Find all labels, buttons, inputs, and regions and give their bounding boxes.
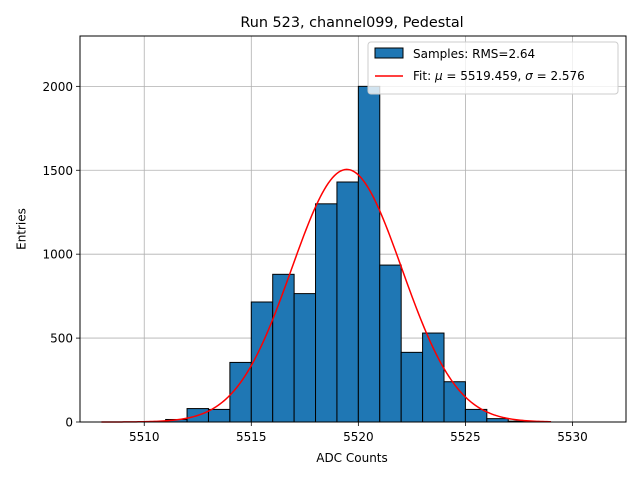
x-tick-label: 5515	[236, 430, 267, 444]
y-tick-label: 2000	[42, 80, 73, 94]
legend-bar-swatch	[374, 47, 404, 59]
legend-fit-label: Fit: μ = 5519.459, σ = 2.576	[413, 69, 585, 83]
plot-frame	[79, 35, 627, 423]
histogram-bar	[207, 408, 231, 423]
chart-title: Run 523, channel099, Pedestal	[240, 15, 463, 31]
fit-curve	[101, 168, 552, 423]
legend-fit-sigma-value: = 2.576	[533, 69, 585, 83]
y-tick-label: 0	[65, 416, 73, 430]
histogram-bar	[486, 418, 509, 423]
legend-fit-mu-value: = 5519.459,	[443, 69, 526, 83]
histogram-bar	[272, 273, 295, 423]
y-tick-label: 500	[50, 332, 73, 346]
legend-fit-sigma-symbol: σ	[525, 69, 533, 83]
histogram-bar	[336, 181, 359, 423]
x-axis-label: ADC Counts	[316, 451, 388, 465]
histogram-bar	[443, 381, 466, 423]
legend-fit-mu-symbol: μ	[434, 69, 443, 83]
fit-curve-group	[101, 168, 552, 423]
histogram-bar	[400, 351, 424, 423]
legend: Samples: RMS=2.64 Fit: μ = 5519.459, σ =…	[367, 41, 619, 95]
x-tick-label: 5520	[343, 430, 374, 444]
x-tick-label: 5510	[129, 430, 160, 444]
histogram-bar	[379, 264, 402, 423]
legend-fit-prefix: Fit:	[413, 69, 435, 83]
y-tick-label: 1000	[42, 248, 73, 262]
histogram-bar	[422, 332, 445, 423]
x-tick-label: 5530	[557, 430, 588, 444]
legend-samples-label: Samples: RMS=2.64	[413, 47, 535, 61]
histogram-bar	[464, 408, 488, 423]
legend-box	[367, 41, 619, 95]
histogram-bar	[293, 293, 317, 423]
histogram-bar	[315, 203, 338, 423]
x-tick-label: 5525	[450, 430, 481, 444]
x-axis-ticks: 5510 5515 5520 5525 5530	[129, 422, 588, 444]
y-axis-ticks: 0 500 1000 1500 2000	[42, 80, 80, 430]
histogram-bar	[357, 85, 381, 423]
histogram-bar	[250, 301, 274, 423]
y-axis-label: Entries	[15, 208, 29, 250]
y-tick-label: 1500	[42, 164, 73, 178]
